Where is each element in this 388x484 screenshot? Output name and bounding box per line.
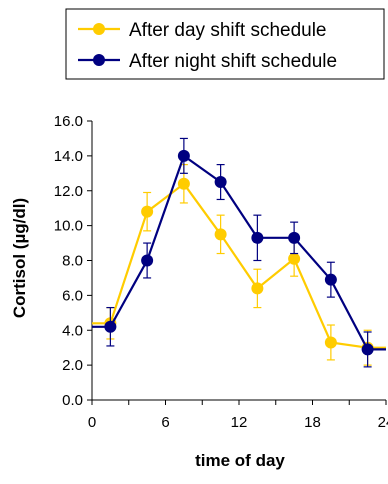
- plot-area: 0.0 2.0 4.0 6.0 8.0 10.0 12.0 14.0 16.0 0 6 12 18 24: [54, 113, 388, 431]
- legend-swatch-marker: [93, 23, 105, 35]
- data-point-series-1: [214, 228, 227, 241]
- x-axis-label: time of day: [195, 451, 285, 470]
- x-tick-label: 6: [161, 414, 169, 431]
- y-tick-label: 16.0: [54, 113, 83, 130]
- data-point-series-1: [141, 205, 154, 218]
- y-tick-label: 4.0: [62, 322, 83, 339]
- y-tick-label: 8.0: [62, 253, 83, 270]
- legend: After day shift schedule After night shif…: [65, 8, 385, 80]
- data-point-series-2: [251, 231, 264, 244]
- x-tick-label: 18: [304, 414, 321, 431]
- data-point-series-2: [361, 343, 374, 356]
- y-tick-label: 0.0: [62, 392, 83, 409]
- data-point-series-2: [288, 231, 301, 244]
- legend-label: After day shift schedule: [129, 20, 327, 41]
- data-point-series-2: [141, 254, 154, 267]
- legend-swatch-marker: [93, 54, 105, 66]
- data-point-series-1: [251, 282, 264, 295]
- data-point-series-1: [288, 252, 301, 265]
- data-point-series-2: [324, 273, 337, 286]
- legend-box: [65, 8, 385, 80]
- y-tick-label: 2.0: [62, 357, 83, 374]
- series-line-2: [92, 154, 386, 351]
- data-point-series-2: [177, 149, 190, 162]
- y-axis-label: Cortisol (µg/dl): [10, 198, 29, 318]
- data-point-series-2: [214, 176, 227, 189]
- series-line-1: [92, 182, 386, 349]
- y-tick-label: 14.0: [54, 148, 83, 165]
- data-point-series-1: [324, 336, 337, 349]
- legend-label: After night shift schedule: [129, 51, 337, 72]
- y-tick-label: 10.0: [54, 218, 83, 235]
- y-tick-label: 6.0: [62, 287, 83, 304]
- x-tick-label: 24: [378, 414, 388, 431]
- x-tick-label: 0: [88, 414, 96, 431]
- data-point-series-2: [104, 320, 117, 333]
- data-point-series-1: [177, 177, 190, 190]
- y-tick-label: 12.0: [54, 183, 83, 200]
- x-tick-label: 12: [231, 414, 248, 431]
